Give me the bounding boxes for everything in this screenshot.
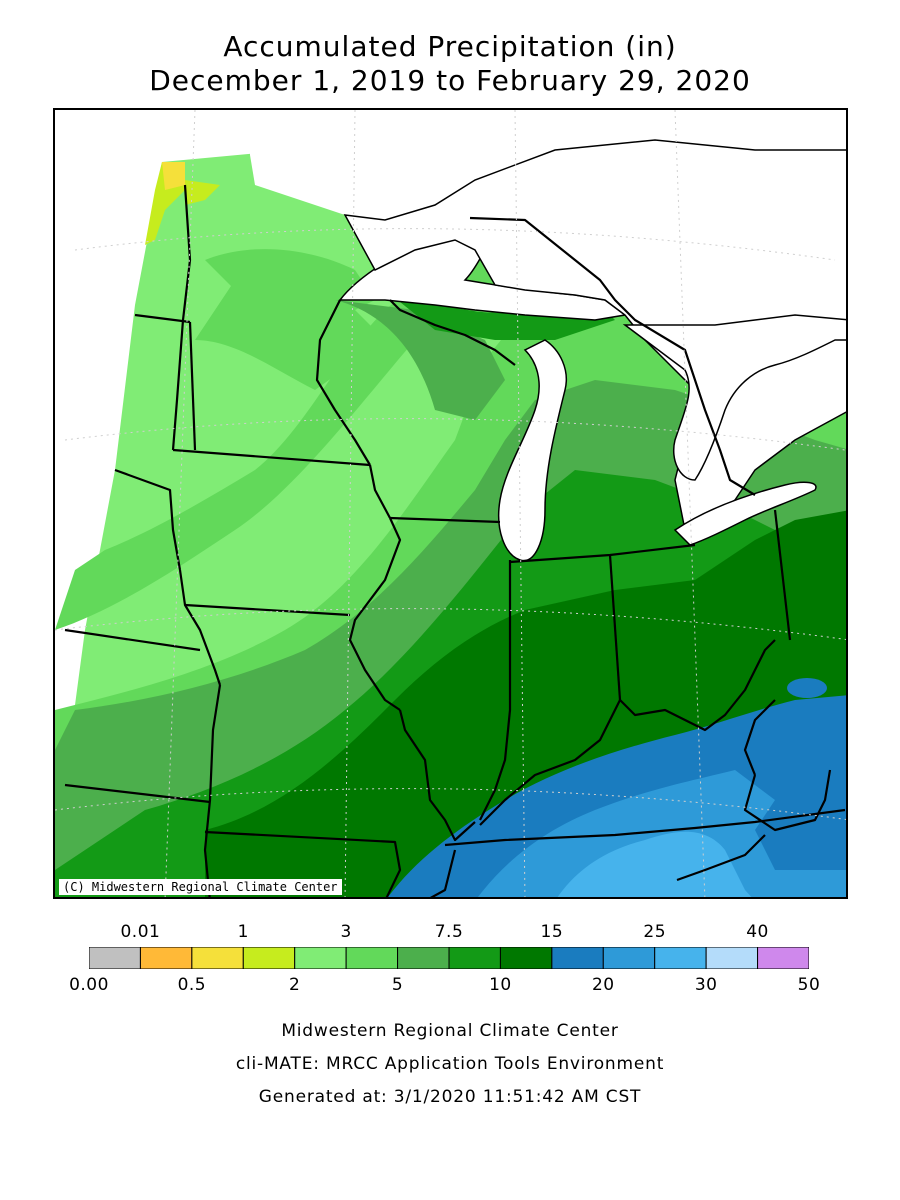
legend-bottom-label: 30 xyxy=(694,975,718,995)
legend-swatch xyxy=(294,947,347,969)
legend-top-label: 1 xyxy=(237,922,249,942)
legend-swatch xyxy=(654,947,707,969)
map-canvas xyxy=(55,110,846,897)
legend-bottom-label: 0.5 xyxy=(177,975,207,995)
legend-bottom-label: 0.00 xyxy=(69,975,109,995)
legend-swatch xyxy=(757,947,809,969)
legend-colorbar xyxy=(89,947,809,969)
footer-generated-time: Generated at: 3/1/2020 11:51:42 AM CST xyxy=(258,1087,642,1107)
legend-swatch xyxy=(397,947,450,969)
legend-bottom-label: 10 xyxy=(489,975,512,995)
map-title: Accumulated Precipitation (in) xyxy=(223,30,677,63)
legend-swatch xyxy=(705,947,759,969)
state-borders xyxy=(64,184,846,897)
legend-swatch xyxy=(345,947,399,969)
legend-bottom-label: 50 xyxy=(797,975,821,995)
graticule xyxy=(55,110,846,897)
legend-top-label: 40 xyxy=(746,922,769,942)
legend-swatch xyxy=(499,947,553,969)
legend-swatch xyxy=(242,947,296,969)
legend-swatch xyxy=(89,947,141,969)
legend-swatch xyxy=(139,947,193,969)
footer-application: cli-MATE: MRCC Application Tools Environ… xyxy=(235,1054,665,1074)
map-copyright: (C) Midwestern Regional Climate Center xyxy=(59,879,342,895)
legend-top-label: 0.01 xyxy=(120,922,161,942)
legend-top-label: 3 xyxy=(340,922,352,942)
legend-top-label: 15 xyxy=(540,922,564,942)
legend-swatch xyxy=(448,947,501,969)
legend-swatch xyxy=(191,947,244,969)
map-date-range: December 1, 2019 to February 29, 2020 xyxy=(149,64,751,97)
legend-swatch xyxy=(602,947,656,969)
legend-top-label: 7.5 xyxy=(434,922,464,942)
legend-bottom-label: 20 xyxy=(591,975,615,995)
legend-swatch xyxy=(551,947,604,969)
footer-organization: Midwestern Regional Climate Center xyxy=(281,1021,619,1041)
legend-bottom-label: 5 xyxy=(391,975,404,995)
precipitation-map: (C) Midwestern Regional Climate Center xyxy=(53,108,848,899)
legend-top-label: 25 xyxy=(643,922,667,942)
legend-bottom-label: 2 xyxy=(289,975,301,995)
lakes-and-canada xyxy=(250,110,846,562)
